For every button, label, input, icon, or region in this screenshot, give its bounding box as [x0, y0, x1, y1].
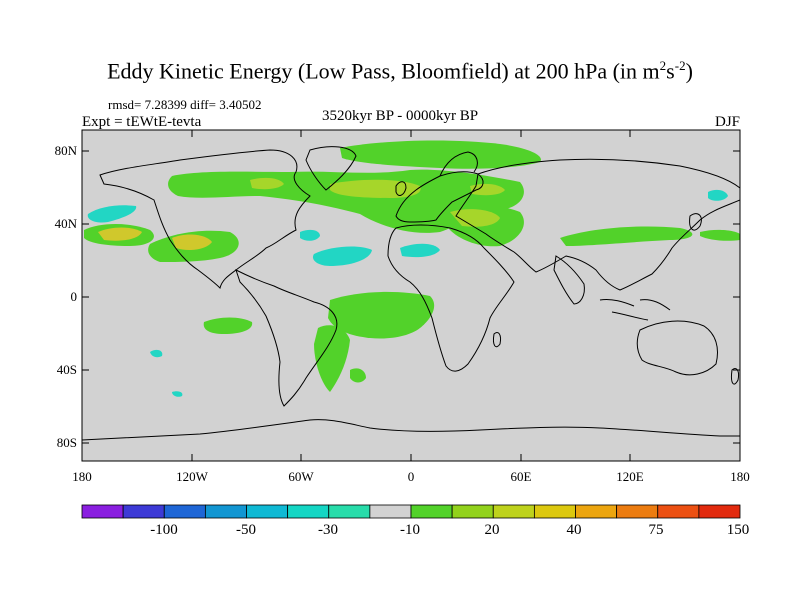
colorbar-swatch — [204, 504, 247, 519]
colorbar-labels: -100 -50 -30 -10 20 40 75 150 — [150, 522, 749, 538]
coast-uk — [395, 181, 407, 196]
colorbar-label: 20 — [485, 522, 500, 538]
coast-asia — [455, 158, 740, 291]
colorbar-label: 150 — [727, 522, 750, 538]
colorbar-label: -50 — [236, 522, 256, 538]
experiment-label: Expt = tEWtE-tevta — [82, 114, 202, 130]
colorbar-label: 40 — [567, 522, 582, 538]
colorbar-swatch — [575, 504, 618, 519]
lightgreen-core-atlantic — [330, 179, 421, 198]
lon-labels: 180 120W 60W 0 60E 120E 180 — [72, 469, 750, 484]
cyan-patch-north-pacific — [87, 205, 137, 223]
colorbar-label: -10 — [400, 522, 420, 538]
cyan-patch-pacific-south — [150, 349, 163, 358]
colorbar-swatch — [698, 504, 741, 519]
coast-africa — [387, 224, 515, 372]
green-patch-japan — [700, 229, 740, 241]
colorbar-swatch — [657, 504, 700, 519]
green-patch-east-asia — [560, 226, 693, 246]
period-label: 3520kyr BP - 0000kyr BP — [321, 108, 479, 124]
colorbar-label: -100 — [150, 522, 178, 538]
lat-label: 40S — [57, 362, 77, 377]
colorbar-swatch — [163, 504, 206, 519]
colorbar-swatch — [369, 504, 412, 519]
lat-label: 80N — [55, 143, 78, 158]
colorbar-swatch — [287, 504, 330, 519]
lon-label: 180 — [72, 469, 92, 484]
coast-greenland — [305, 146, 357, 191]
coast-scandinavia — [439, 151, 478, 177]
lat-label: 0 — [71, 289, 78, 304]
cyan-patch-atlantic — [312, 246, 372, 266]
lightgreen-core-russia — [470, 183, 505, 196]
colorbar-swatch — [328, 504, 371, 519]
cyan-patch-bering — [708, 189, 728, 201]
colorbar-swatch — [533, 504, 576, 519]
chart-title: Eddy Kinetic Energy (Low Pass, Bloomfiel… — [107, 58, 693, 84]
colorbar-swatch — [246, 504, 289, 519]
lon-label: 120W — [176, 469, 209, 484]
yellow-core-north-america — [172, 234, 212, 250]
lightgreen-core-atlantic-west — [250, 177, 284, 190]
yellow-core-pacific — [98, 227, 142, 241]
lat-label: 40N — [55, 216, 78, 231]
colorbar-swatch — [410, 504, 453, 519]
coast-japan — [689, 213, 702, 231]
lat-label: 80S — [57, 435, 77, 450]
coast-australia — [636, 320, 718, 376]
colorbar-label: 75 — [649, 522, 664, 538]
lightgreen-core-europe — [450, 209, 500, 227]
colorbar-swatch — [492, 504, 535, 519]
coast-south-america — [235, 269, 338, 407]
lon-label: 0 — [408, 469, 415, 484]
coast-india — [553, 255, 585, 305]
colorbar — [81, 504, 741, 519]
green-patch-southern — [350, 368, 366, 383]
colorbar-swatch — [122, 504, 165, 519]
colorbar-label: -30 — [318, 522, 338, 538]
cyan-patch-pacific-south-2 — [172, 391, 183, 397]
lon-label: 60E — [511, 469, 532, 484]
green-patch-south-pacific — [203, 317, 253, 334]
colorbar-swatch — [451, 504, 494, 519]
season-label: DJF — [714, 114, 740, 130]
coast-antarctica — [82, 419, 740, 441]
lon-label: 180 — [730, 469, 750, 484]
coast-indonesia — [599, 299, 671, 321]
anomaly-fields — [84, 140, 740, 397]
lon-label: 60W — [288, 469, 314, 484]
cyan-patch-us-east — [300, 229, 320, 241]
colorbar-swatch — [616, 504, 659, 519]
green-patch-south-atlantic — [328, 291, 435, 339]
lon-ticks — [81, 130, 741, 461]
stats-text: rmsd= 7.28399 diff= 3.40502 — [108, 97, 262, 112]
lon-label: 120E — [616, 469, 644, 484]
lat-ticks — [82, 150, 740, 444]
coast-madagascar — [493, 331, 501, 348]
green-patch-south-america — [314, 325, 350, 392]
colorbar-swatch — [81, 504, 124, 519]
coast-new-zealand — [731, 367, 739, 385]
cyan-patch-africa — [400, 243, 440, 258]
coast-north-america — [99, 149, 311, 289]
coastlines — [82, 146, 740, 441]
green-patch-arctic-atlantic — [340, 140, 541, 169]
lat-labels: 80N 40N 0 40S 80S — [55, 143, 78, 450]
coast-europe — [395, 171, 484, 223]
